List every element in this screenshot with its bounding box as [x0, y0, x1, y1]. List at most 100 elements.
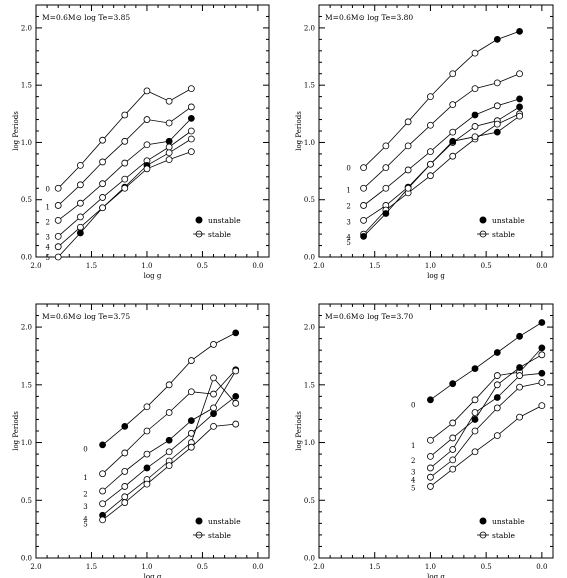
stable-marker	[143, 450, 151, 458]
stable-marker	[449, 128, 457, 136]
series-mode-4	[54, 135, 195, 251]
legend-stable-label: stable	[208, 230, 232, 239]
unstable-marker	[493, 35, 501, 43]
stable-marker	[427, 172, 434, 180]
stable-marker	[99, 516, 106, 524]
stable-marker	[143, 427, 151, 435]
mode-label: 2	[46, 218, 50, 226]
x-tick-label: 1.0	[141, 563, 152, 571]
x-tick-label: 2.0	[30, 262, 41, 270]
legend-unstable-label: unstable	[492, 517, 525, 526]
mode-label: 1	[411, 442, 415, 450]
stable-marker	[427, 483, 434, 490]
stable-marker	[121, 499, 129, 506]
mode-label: 1	[46, 204, 50, 212]
stable-marker	[165, 462, 173, 470]
unstable-marker	[516, 95, 523, 103]
stable-marker	[404, 142, 412, 150]
unstable-marker	[187, 115, 195, 122]
mode-label: 0	[46, 185, 50, 193]
unstable-marker	[516, 364, 523, 371]
stable-marker	[427, 121, 434, 129]
stable-marker	[99, 136, 106, 144]
series-mode-3	[427, 369, 546, 472]
series-line	[363, 98, 520, 206]
panel-title: M=0.6M⊙ log Te=3.75	[42, 312, 130, 321]
stable-marker	[471, 85, 479, 93]
unstable-marker	[471, 111, 479, 119]
stable-marker	[187, 135, 195, 143]
series-mode-0	[360, 27, 523, 172]
stable-marker	[427, 464, 434, 472]
stable-marker	[54, 253, 62, 261]
stable-marker	[54, 243, 62, 251]
legend-unstable-label: unstable	[208, 517, 241, 526]
unstable-marker	[143, 464, 151, 472]
stable-marker	[427, 473, 434, 481]
x-tick-label: 1.5	[369, 563, 380, 571]
stable-marker	[121, 137, 129, 145]
stable-marker	[427, 160, 434, 168]
unstable-marker	[538, 319, 546, 326]
stable-marker	[493, 381, 501, 389]
legend-stable-label: stable	[492, 230, 516, 239]
unstable-marker	[449, 137, 457, 145]
stable-marker	[449, 70, 457, 78]
x-axis-label: log g	[144, 573, 162, 578]
legend-stable-label: stable	[492, 531, 516, 540]
unstable-marker	[538, 344, 546, 352]
x-tick-label: 2.0	[313, 262, 324, 270]
stable-marker	[54, 184, 62, 192]
x-axis-label: log g	[427, 573, 445, 578]
x-tick-label: 0.5	[481, 563, 492, 571]
series-mode-4	[427, 379, 546, 481]
y-tick-label: 1.0	[21, 139, 32, 147]
stable-marker	[187, 443, 195, 451]
x-tick-label: 1.0	[425, 563, 436, 571]
y-tick-label: 0.0	[304, 254, 315, 262]
series-mode-0	[427, 319, 546, 404]
y-axis-label: log Periods	[295, 411, 303, 451]
y-tick-label: 0.5	[304, 196, 315, 204]
y-tick-label: 1.0	[304, 439, 315, 447]
stable-marker	[538, 351, 546, 359]
stable-marker	[121, 449, 129, 457]
stable-marker	[121, 175, 129, 183]
unstable-marker	[232, 392, 240, 400]
panel-title: M=0.6M⊙ log Te=3.70	[325, 312, 413, 321]
unstable-marker	[382, 210, 390, 217]
mode-label: 3	[46, 233, 50, 241]
stable-marker	[382, 184, 390, 192]
stable-marker	[54, 232, 62, 240]
stable-marker	[143, 480, 151, 488]
mode-label: 2	[346, 202, 350, 210]
stable-marker	[143, 165, 151, 173]
stable-marker	[516, 112, 523, 120]
x-tick-label: 2.0	[30, 563, 41, 571]
unstable-marker	[187, 417, 195, 425]
series-line	[363, 113, 520, 235]
stable-marker	[449, 152, 457, 160]
mode-label: 3	[83, 503, 87, 511]
stable-marker	[471, 409, 479, 416]
stable-marker	[427, 452, 434, 460]
series-mode-1	[427, 344, 546, 444]
stable-marker	[516, 383, 523, 391]
stable-marker	[210, 390, 217, 398]
stable-marker	[187, 127, 195, 135]
x-tick-label: 0.0	[252, 262, 263, 270]
series-mode-5	[99, 420, 240, 524]
stable-marker	[471, 396, 479, 404]
unstable-marker	[471, 416, 479, 423]
stable-marker	[54, 202, 62, 209]
stable-marker	[121, 111, 129, 119]
stable-marker	[165, 97, 173, 105]
mode-label: 0	[411, 401, 415, 409]
series-line	[430, 382, 542, 478]
series-line	[363, 73, 520, 189]
stable-marker	[210, 422, 217, 430]
stable-marker	[99, 194, 106, 201]
y-tick-label: 0.5	[21, 497, 32, 505]
stable-marker	[210, 374, 217, 382]
